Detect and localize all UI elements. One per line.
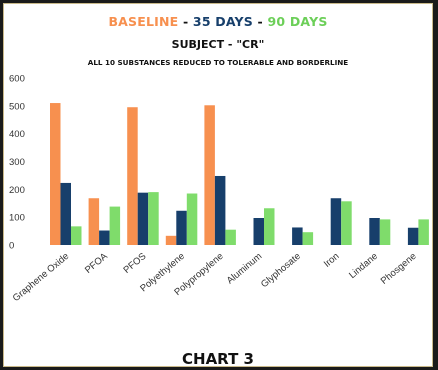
- title-baseline: BASELINE: [108, 14, 179, 29]
- bar-90-days: [186, 193, 198, 245]
- bar-90-days: [225, 229, 236, 245]
- bar-35-days: [369, 218, 380, 245]
- x-tick-label: Glyphosate: [259, 251, 303, 290]
- bar-35-days: [60, 182, 71, 245]
- x-tick-label: PFOS: [122, 251, 149, 276]
- y-tick-label: 400: [9, 129, 25, 140]
- chart-footer: CHART 3: [182, 350, 254, 368]
- x-tick-label: Iron: [322, 251, 342, 270]
- title-separator: -: [252, 14, 268, 29]
- y-tick-label: 600: [9, 74, 25, 85]
- bar-90-days: [264, 208, 275, 245]
- bar-35-days: [99, 230, 110, 245]
- bar-35-days: [253, 218, 264, 245]
- bar-baseline: [50, 103, 61, 245]
- bar-90-days: [341, 201, 352, 245]
- x-tick-label: Lindane: [347, 251, 380, 281]
- bar-90-days: [71, 226, 82, 245]
- x-axis: Graphene Oxide PFOA PFOSPolyethylenePolypr…: [11, 250, 419, 304]
- title-35-days: 35 DAYS: [192, 14, 253, 29]
- bar-90-days: [148, 192, 159, 245]
- x-tick-label: PFOA: [83, 250, 110, 275]
- bar-90-days: [109, 206, 121, 245]
- bar-35-days: [407, 227, 419, 245]
- y-tick-label: 500: [9, 101, 25, 112]
- x-tick-label: Graphene Oxide: [11, 251, 71, 304]
- bar-baseline: [165, 235, 177, 245]
- y-axis: 0 100 200 300 400 500 600: [9, 74, 25, 252]
- bar-35-days: [292, 227, 303, 245]
- bar-90-days: [379, 219, 391, 245]
- title-90-days: 90 DAYS: [267, 14, 328, 29]
- bar-35-days: [176, 210, 187, 245]
- chart-title: BASELINE - 35 DAYS - 90 DAYS: [4, 14, 432, 29]
- bar-35-days: [330, 198, 342, 245]
- x-tick-label: Phosgene: [379, 251, 419, 287]
- bar-group: [50, 103, 429, 245]
- bar-baseline: [88, 198, 100, 245]
- y-tick-label: 100: [9, 213, 25, 224]
- bar-90-days: [302, 232, 314, 245]
- y-tick-label: 0: [9, 241, 14, 252]
- y-tick-label: 300: [9, 157, 25, 168]
- y-tick-label: 200: [9, 185, 25, 196]
- bar-baseline: [127, 107, 138, 245]
- chart-subtitle: SUBJECT - "CR": [171, 38, 265, 51]
- bar-35-days: [214, 175, 226, 245]
- chart-subtitle-2: ALL 10 SUBSTANCES REDUCED TO TOLERABLE A…: [87, 58, 349, 67]
- bar-90-days: [418, 219, 429, 245]
- chart-frame: BASELINE - 35 DAYS - 90 DAYS SUBJECT - "…: [3, 3, 433, 368]
- title-separator: -: [178, 14, 193, 29]
- bar-baseline: [204, 105, 215, 245]
- bar-35-days: [137, 192, 149, 245]
